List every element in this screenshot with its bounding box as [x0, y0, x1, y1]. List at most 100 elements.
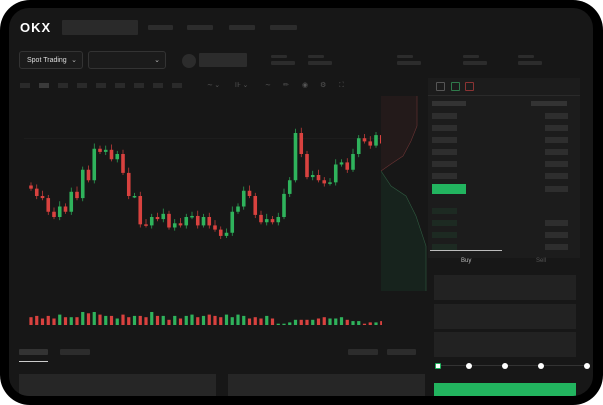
timeframe-button[interactable] — [134, 83, 144, 88]
price-header — [432, 101, 466, 106]
candle-body — [345, 162, 350, 170]
fullscreen-icon[interactable]: ⛶ — [339, 82, 344, 89]
candle-body — [92, 148, 97, 181]
volume-bar — [236, 314, 240, 325]
slider-step[interactable] — [584, 363, 590, 369]
orderbook-both-icon[interactable] — [436, 82, 445, 91]
bid-amount — [545, 232, 568, 238]
orderbook-asks-icon[interactable] — [465, 82, 474, 91]
indicator-icon[interactable]: ∼ ⌄ — [207, 82, 221, 89]
volume-bar — [144, 317, 148, 325]
timeframe-button[interactable] — [115, 83, 125, 88]
total-input[interactable] — [434, 332, 576, 357]
bid-amount — [545, 220, 568, 226]
ruler-icon[interactable]: ✏ — [283, 82, 289, 89]
volume-bar — [127, 317, 131, 325]
candle-body — [75, 191, 79, 199]
pair-select[interactable]: ⌄ — [88, 51, 166, 69]
filter-button[interactable] — [348, 349, 378, 355]
buy-button[interactable] — [434, 383, 576, 396]
volume-bar — [178, 318, 183, 325]
timeframe-button[interactable] — [20, 83, 30, 88]
volume-bar — [362, 323, 367, 325]
candle-body — [190, 215, 194, 218]
nav-item[interactable] — [148, 25, 173, 30]
volume-bar — [150, 312, 154, 325]
market-select[interactable]: Spot Trading ⌄ — [19, 51, 83, 69]
price-display — [199, 53, 247, 67]
volume-bar — [201, 315, 206, 325]
volume-bar — [46, 315, 50, 325]
candle-body — [29, 185, 33, 189]
ask-price — [432, 161, 457, 167]
candle-body — [293, 133, 298, 181]
candle-body — [362, 138, 367, 142]
tab-sell[interactable]: Sell — [536, 258, 547, 264]
tab-order-history[interactable] — [60, 349, 90, 355]
stat-label — [271, 55, 287, 58]
candle-body — [178, 223, 183, 226]
volume-bar — [58, 314, 62, 325]
candle-body — [287, 180, 292, 194]
slider-step[interactable] — [466, 363, 472, 369]
volume-bar — [339, 317, 344, 325]
volume-bar — [155, 315, 160, 325]
volume-bar — [299, 319, 303, 325]
settings-icon[interactable]: ⚙ — [320, 82, 327, 89]
timeframe-button[interactable] — [96, 83, 106, 88]
candle-body — [316, 175, 321, 181]
price-input[interactable] — [434, 275, 576, 300]
orderbook-bids-icon[interactable] — [451, 82, 460, 91]
nav-item[interactable] — [270, 25, 297, 30]
candle-body — [333, 164, 338, 183]
timeframe-button[interactable] — [172, 83, 182, 88]
candle-body — [109, 149, 114, 160]
chart-type-icon[interactable]: ⊪ ⌄ — [235, 82, 249, 89]
nav-item[interactable] — [229, 25, 255, 30]
coin-icon — [182, 54, 196, 68]
volume-bar — [328, 318, 332, 325]
bid-price — [432, 244, 457, 250]
volume-bar — [207, 314, 211, 325]
ask-amount — [545, 173, 568, 179]
bid-price — [432, 232, 457, 238]
candle-body — [276, 217, 281, 223]
slider-step[interactable] — [502, 363, 508, 369]
candle-body — [356, 138, 361, 154]
line-tool-icon[interactable]: ∼ — [265, 82, 271, 89]
timeframe-button[interactable] — [77, 83, 87, 88]
timeframe-button[interactable] — [153, 83, 163, 88]
camera-icon[interactable]: ◉ — [302, 82, 309, 89]
amount-input[interactable] — [434, 304, 576, 329]
nav-item[interactable] — [187, 25, 213, 30]
timeframe-button[interactable] — [39, 83, 49, 88]
candlestick-chart[interactable] — [14, 96, 382, 336]
candle-body — [144, 224, 148, 226]
tab-open-orders[interactable] — [19, 349, 48, 355]
ask-price — [432, 125, 457, 131]
ask-amount — [545, 137, 568, 143]
amount-header — [531, 101, 567, 106]
filter-button[interactable] — [387, 349, 416, 355]
tab-buy[interactable]: Buy — [461, 258, 472, 264]
candle-body — [270, 219, 275, 223]
volume-bar — [63, 317, 68, 325]
candle-body — [172, 223, 177, 228]
candle-body — [201, 217, 206, 226]
okx-logo[interactable]: OKX — [20, 20, 52, 35]
candle-body — [282, 193, 286, 217]
slider-handle[interactable] — [435, 363, 441, 369]
timeframe-button[interactable] — [58, 83, 68, 88]
volume-bar — [121, 314, 125, 325]
bid-price — [432, 208, 457, 214]
candle-body — [213, 225, 217, 230]
ask-amount — [545, 186, 568, 192]
volume-bar — [190, 314, 194, 325]
candle-body — [34, 188, 39, 196]
stat-label — [463, 55, 479, 58]
slider-step[interactable] — [538, 363, 544, 369]
amount-slider[interactable] — [438, 365, 588, 366]
candle-body — [86, 169, 91, 181]
search-input[interactable] — [62, 20, 138, 35]
chevron-down-icon: ⌄ — [154, 56, 160, 64]
